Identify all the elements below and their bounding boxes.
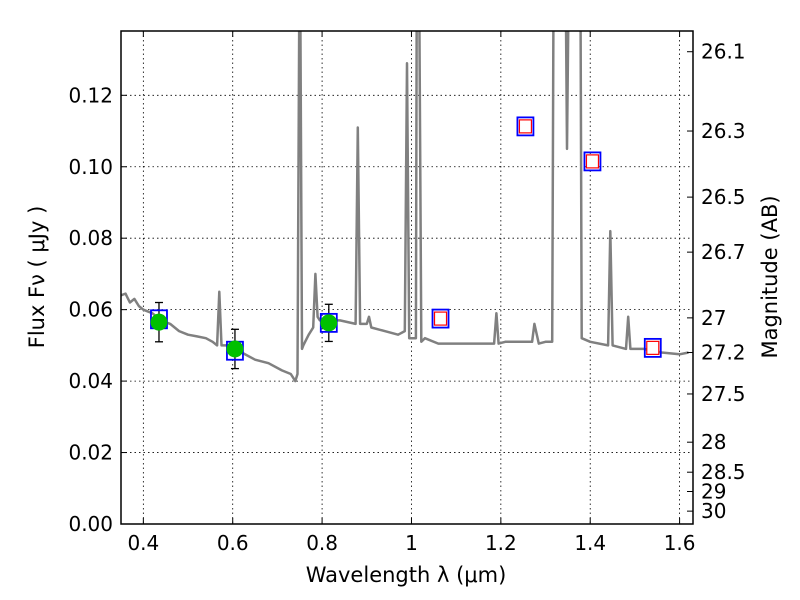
x-tick-label: 0.6 [217,531,249,555]
observed-flux-point [320,314,338,332]
plot-area [121,31,689,383]
right-tick-label: 28.5 [701,460,746,484]
model-spectrum-line [121,31,689,383]
y-tick-label: 0.00 [68,512,113,536]
model-band-square [516,116,535,137]
right-tick-label: 26.5 [701,185,746,209]
axes: 0.4 0.6 0.8 1 1.2 1.4 1.6 0.00 0.02 0.04 0.06 0.08 0… [68,31,746,555]
predicted-flux-square [433,311,448,326]
right-tick-label: 29 [701,479,726,503]
plot-frame [120,30,694,525]
x-tick-label: 0.4 [127,531,159,555]
x-tick-label: 1.6 [664,531,696,555]
right-tick-label: 27.5 [701,382,746,406]
y-tick-label: 0.06 [68,298,113,322]
right-axis-title: Magnitude (AB) [758,195,782,358]
right-tick-label: 26.3 [701,119,746,143]
predicted-flux-square [585,154,600,169]
observed-flux-point [226,340,244,358]
right-tick-label: 30 [701,499,726,523]
x-tick-label: 0.8 [306,531,338,555]
y-tick-label: 0.10 [68,155,113,179]
right-tick-label: 27.2 [701,341,746,365]
right-tick-label: 28 [701,430,726,454]
y-axis-title: Flux Fν ( μJy ) [25,206,49,349]
y-tick-label: 0.04 [68,369,113,393]
x-tick-label: 1 [405,531,418,555]
predicted-flux-square [646,340,660,355]
observed-flux-point [150,313,168,331]
model-band-square [583,151,602,172]
predicted-flux-square [518,119,533,134]
right-tick-label: 26.1 [701,40,746,64]
right-tick-label: 27 [701,306,726,330]
y-tick-label: 0.08 [68,226,113,250]
x-axis-title: Wavelength λ (μm) [306,563,507,587]
model-band-square [643,337,662,358]
x-tick-label: 1.2 [485,531,517,555]
y-tick-label: 0.12 [68,83,113,107]
model-band-square [431,308,450,329]
grid-lines [121,31,693,525]
y-tick-label: 0.02 [68,441,113,465]
x-tick-label: 1.4 [574,531,606,555]
right-tick-label: 26.7 [701,240,746,264]
